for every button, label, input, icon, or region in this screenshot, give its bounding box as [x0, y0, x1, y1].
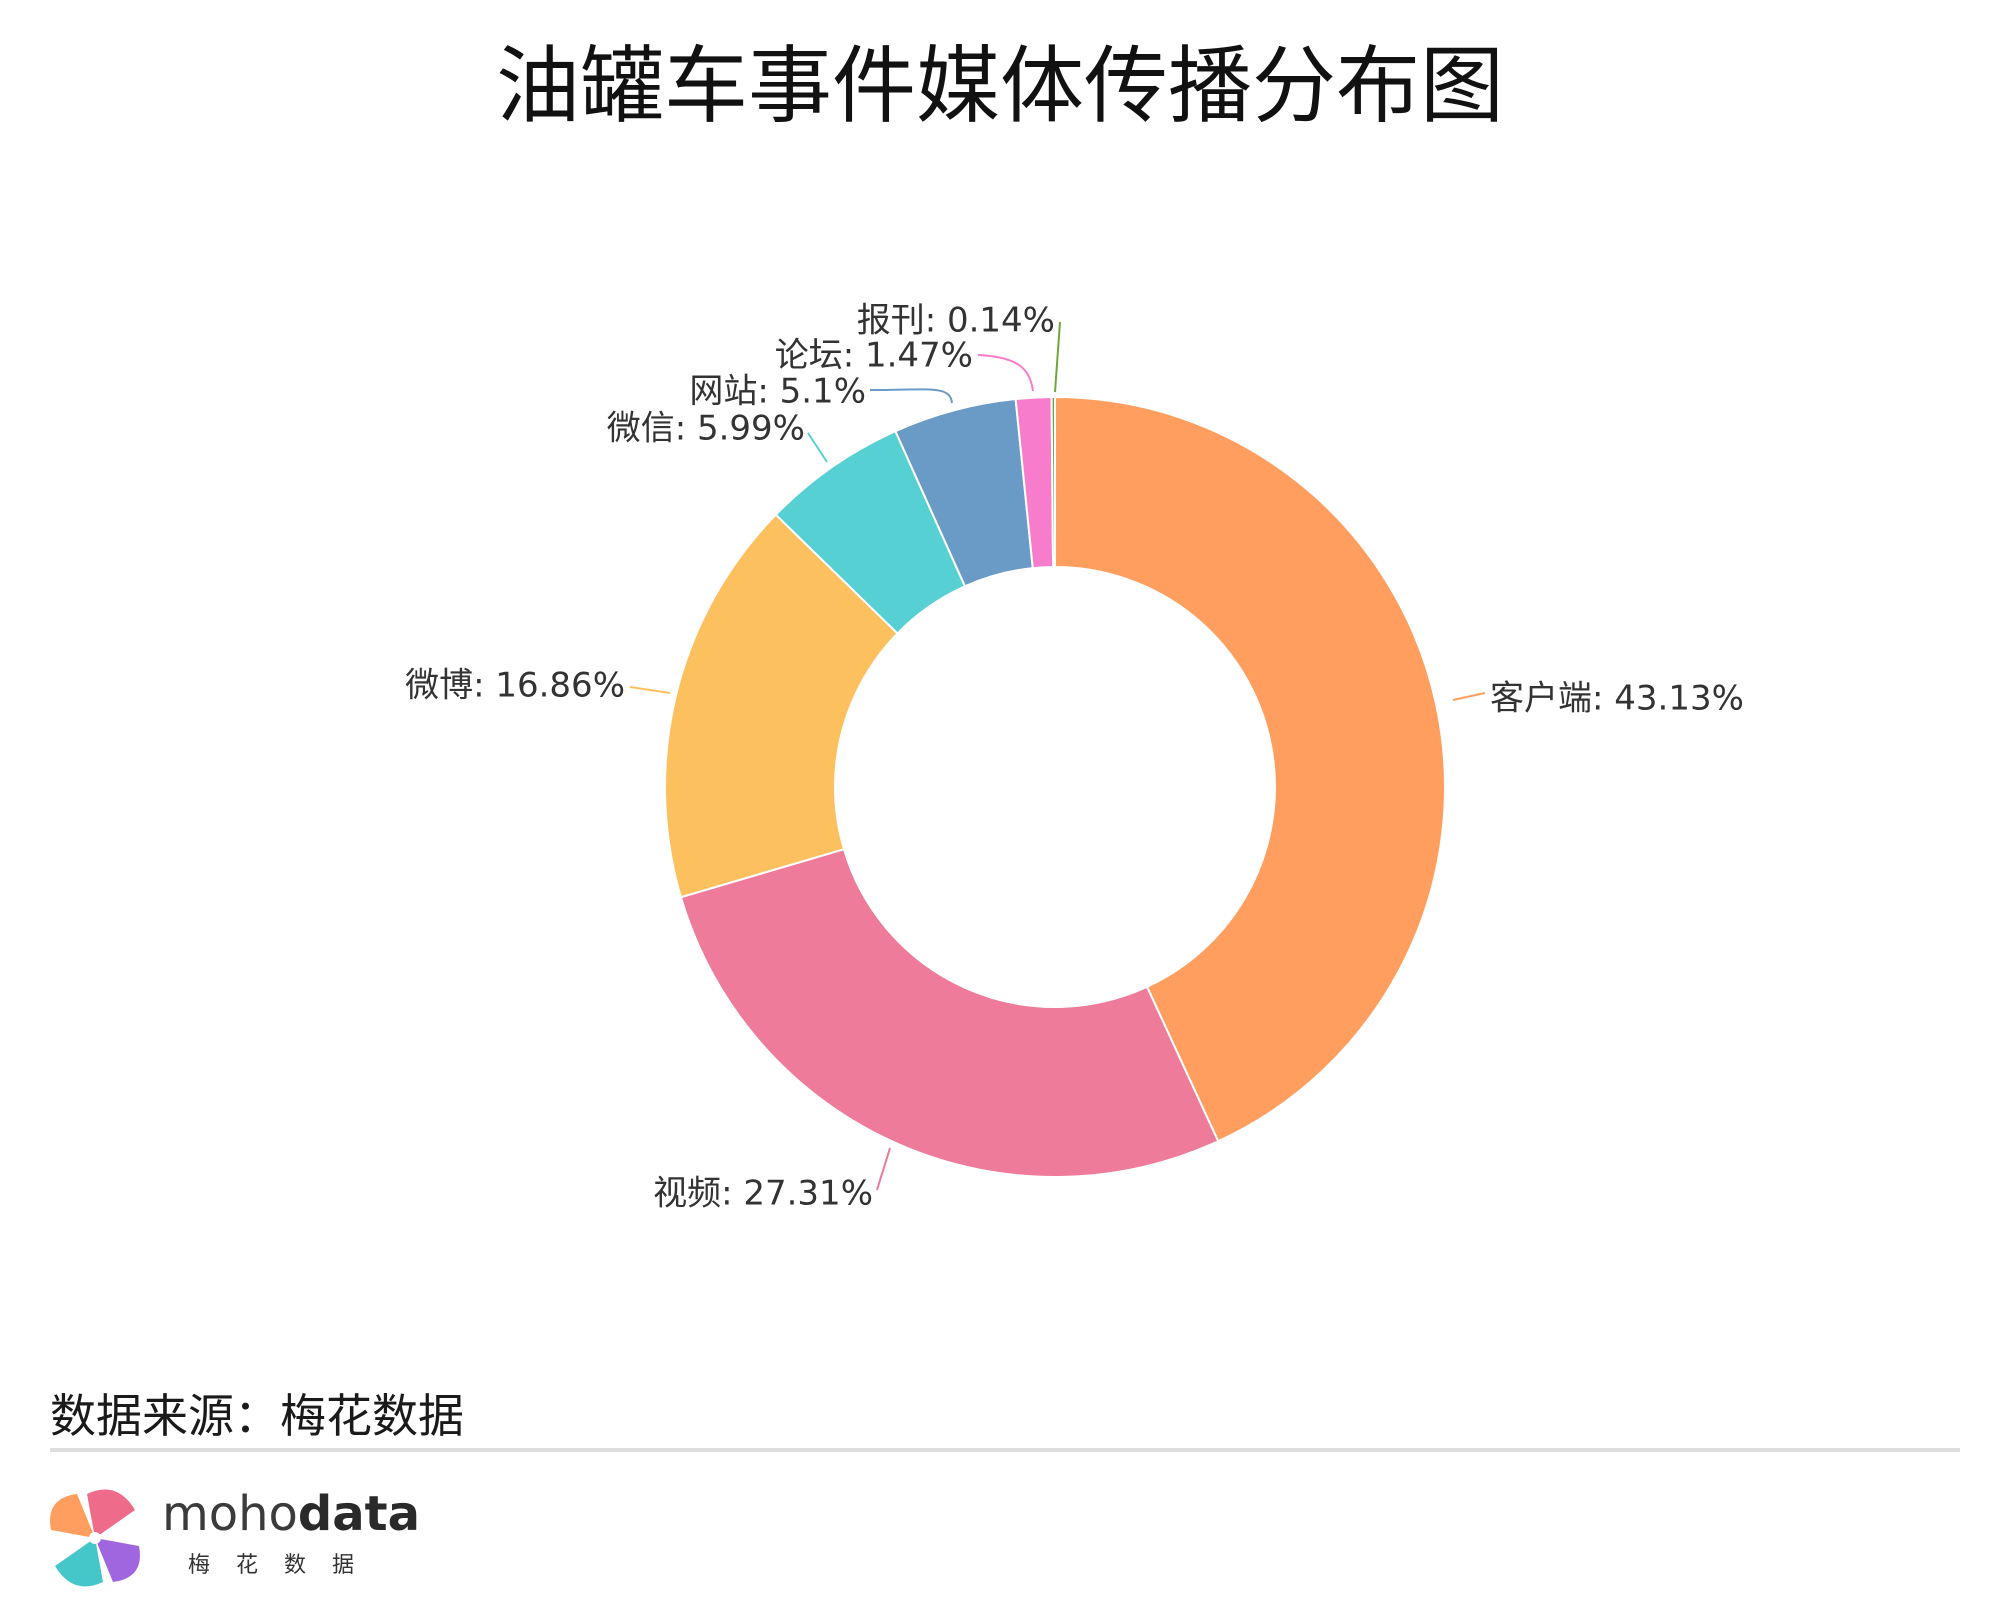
slice-label: 报刊: 0.14% — [857, 301, 1055, 341]
slice-label: 微信: 5.99% — [607, 409, 805, 449]
slice-label-line — [869, 388, 953, 404]
mohodata-logo: mohodata 梅花数据 — [50, 1486, 420, 1587]
chart-title: 油罐车事件媒体传播分布图 — [496, 37, 1504, 135]
slice-label-line — [1452, 692, 1486, 701]
data-source-note: 数据来源：梅花数据 — [50, 1389, 464, 1443]
donut-slice — [664, 513, 899, 899]
pinwheel-logo-icon — [50, 1489, 140, 1587]
slice-label: 微博: 16.86% — [405, 666, 625, 706]
slice-label-line — [1054, 321, 1061, 393]
brand-wordmark: mohodata — [162, 1486, 420, 1542]
slice-label: 论坛: 1.47% — [775, 336, 973, 376]
slice-label-line — [807, 432, 828, 463]
brand-wordmark-bold: data — [298, 1486, 420, 1542]
slice-label: 视频: 27.31% — [653, 1174, 873, 1214]
slice-label-line — [629, 686, 671, 694]
brand-wordmark-light: moho — [162, 1486, 298, 1542]
slice-label: 网站: 5.1% — [689, 372, 866, 412]
donut-slice — [679, 847, 1220, 1178]
slice-label-line — [977, 354, 1034, 392]
donut-slice — [1050, 395, 1056, 569]
slice-label-line — [876, 1147, 891, 1191]
donut-chart: 客户端: 43.13% 视频: 27.31% 微博: 16.86% 微信: 5.99%… — [405, 301, 1744, 1214]
brand-chinese-name: 梅花数据 — [188, 1553, 380, 1578]
slice-label: 客户端: 43.13% — [1490, 679, 1744, 719]
donut-slice — [1054, 395, 1446, 1143]
